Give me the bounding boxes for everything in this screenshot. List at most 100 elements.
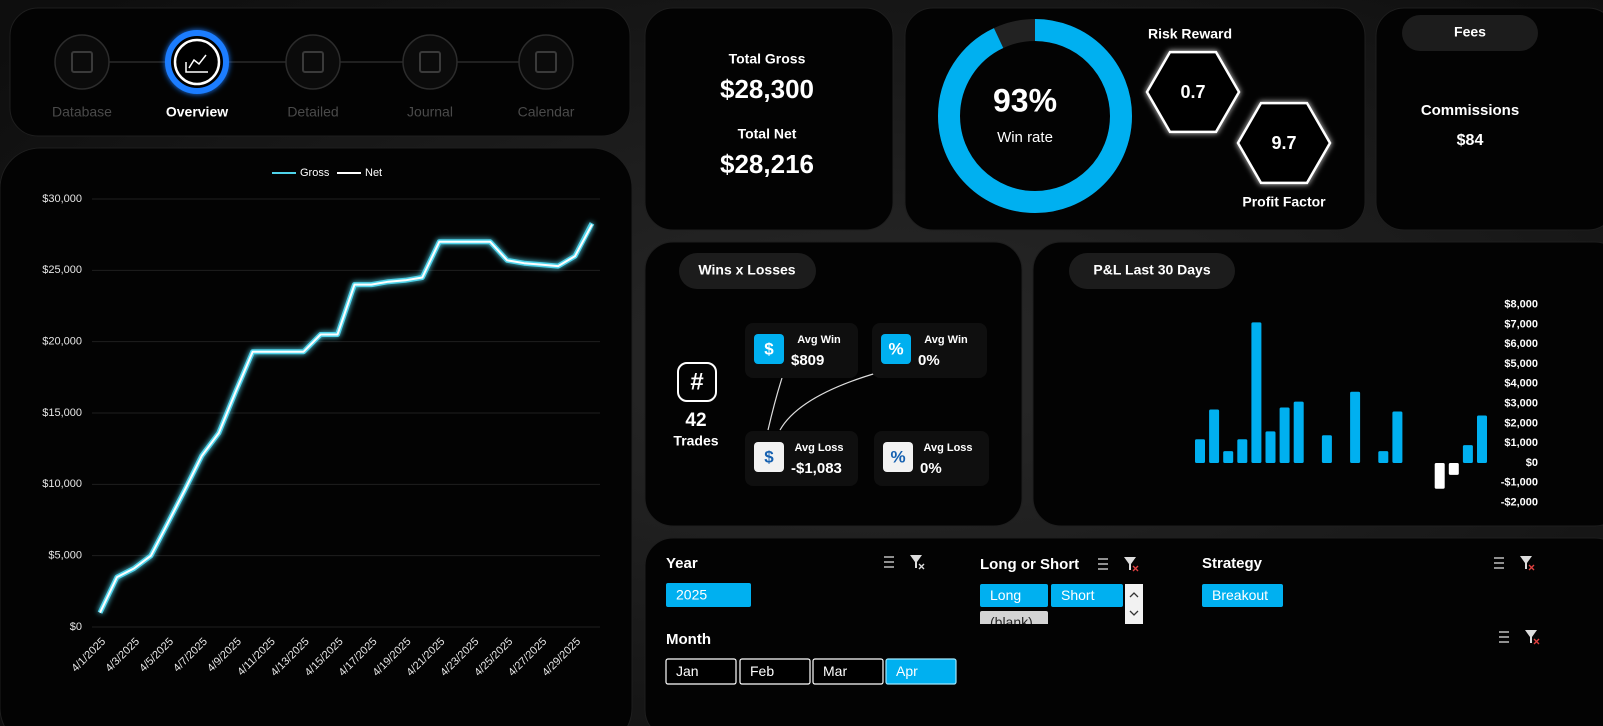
- clear-filter-icon[interactable]: [910, 555, 925, 570]
- pill: [679, 253, 816, 289]
- clear-filter-icon[interactable]: [1520, 556, 1535, 571]
- bar: [1251, 322, 1262, 463]
- slicer-button[interactable]: Feb: [739, 658, 811, 685]
- nav-label: Calendar: [518, 104, 575, 120]
- fees-panel: [1375, 7, 1603, 231]
- slicer-button[interactable]: Long: [980, 584, 1048, 607]
- bar: [1378, 451, 1389, 463]
- nav-label: Database: [52, 104, 112, 120]
- stat-icon-box: [754, 442, 784, 472]
- connector: [767, 377, 783, 431]
- slicer-button-label: Breakout: [1212, 587, 1268, 603]
- pill: [1402, 15, 1538, 51]
- slicer-items: Breakout: [1202, 584, 1283, 607]
- y-tick-label: $7,000: [1504, 318, 1538, 330]
- slicer-items: Jan Feb Mar Apr: [665, 658, 957, 685]
- slicer-button[interactable]: 2025: [666, 583, 751, 607]
- bar: [1448, 463, 1459, 475]
- slicer-button-label: Feb: [750, 663, 774, 679]
- hexagon: [1236, 101, 1332, 185]
- winrate-panel: [904, 7, 1366, 231]
- slicer-button-label: 2025: [676, 587, 707, 603]
- nav-item[interactable]: Detailed: [285, 34, 341, 120]
- y-tick-label: $4,000: [1504, 378, 1538, 390]
- icon-stroke: [1528, 564, 1535, 571]
- scrollbar[interactable]: [1125, 584, 1143, 624]
- slicer-items: Long Short (blank): [980, 584, 1123, 634]
- slicer-button[interactable]: Breakout: [1202, 584, 1283, 607]
- panels: [0, 7, 1603, 726]
- stat-icon-box: [883, 442, 913, 472]
- bar: [1434, 463, 1445, 489]
- slicer-button[interactable]: Jan: [665, 658, 737, 685]
- multi-select-icon[interactable]: [884, 556, 894, 568]
- wins-losses-title: Wins x Losses: [698, 262, 795, 278]
- nav-label: Detailed: [287, 104, 338, 120]
- y-tick-label: $1,000: [1504, 437, 1538, 449]
- y-tick-label: $2,000: [1504, 417, 1538, 429]
- slicer-panel: [644, 537, 1603, 726]
- total-net: $28,216: [720, 149, 814, 179]
- hexagon: [1145, 50, 1241, 134]
- stat-icon: $: [764, 339, 774, 358]
- clear-filter-icon[interactable]: [1124, 557, 1139, 572]
- slicer-button-box: [812, 658, 884, 685]
- slicer-button[interactable]: Short: [1051, 584, 1123, 607]
- commissions-label: Commissions: [1421, 102, 1519, 119]
- bar: [1477, 415, 1487, 463]
- stat-label: Avg Loss: [923, 442, 972, 454]
- y-tick-label: $8,000: [1504, 299, 1538, 311]
- total-net-label: Total Net: [738, 126, 797, 142]
- y-tick-label: $0: [1526, 457, 1538, 469]
- trades-icon: #: [690, 368, 703, 395]
- win-rate-value: 93%: [993, 82, 1057, 118]
- y-tick-label: -$2,000: [1501, 497, 1538, 509]
- slicer-button[interactable]: (blank): [980, 611, 1048, 634]
- legend-label: Gross: [300, 167, 330, 179]
- line-panel: [0, 147, 633, 726]
- stat-icon-box: [881, 334, 911, 364]
- slicer-button[interactable]: Mar: [812, 658, 884, 685]
- slicer-button-label: Jan: [676, 663, 699, 679]
- slicer-button[interactable]: Apr: [885, 658, 957, 685]
- donut-value: [938, 19, 1132, 213]
- clear-filter-icon[interactable]: [1525, 630, 1540, 645]
- y-tick-label: $25,000: [42, 264, 82, 276]
- slicer-button-box: [980, 611, 1048, 624]
- stat-icon: %: [888, 339, 903, 358]
- connector: [779, 371, 881, 431]
- stat-icon: $: [764, 447, 774, 466]
- slicer-button-label: Mar: [823, 663, 847, 679]
- nav-item[interactable]: Journal: [402, 34, 458, 120]
- bar: [1209, 409, 1220, 463]
- bar: [1223, 451, 1234, 463]
- nav-item[interactable]: Overview: [165, 30, 229, 120]
- slicer-button-label: Short: [1061, 587, 1095, 603]
- multi-select-icon[interactable]: [1499, 631, 1509, 643]
- slicer-button-label: Apr: [896, 663, 918, 679]
- chart-title: P&L Last 30 Days: [1093, 262, 1210, 278]
- slicer-button-box: [1051, 584, 1123, 607]
- slicer-title: Month: [666, 631, 711, 648]
- slicer-title: Year: [666, 555, 698, 572]
- nav-icon: [535, 51, 557, 73]
- scroll-arrow: [1129, 592, 1139, 616]
- profit-factor-label: Profit Factor: [1242, 194, 1326, 210]
- stat-value: -$1,083: [791, 460, 842, 477]
- stat-value: $809: [791, 352, 824, 369]
- y-tick-label: $5,000: [48, 550, 82, 562]
- totals-panel: [644, 7, 894, 231]
- y-tick-label: $5,000: [1504, 358, 1538, 370]
- multi-select-icon[interactable]: [1098, 558, 1108, 570]
- nav-item[interactable]: Calendar: [518, 34, 575, 120]
- y-tick-label: $0: [70, 621, 82, 633]
- icon-stroke: [1124, 557, 1136, 570]
- nav-item[interactable]: Database: [52, 34, 112, 120]
- nav-icon-frame: [285, 34, 341, 90]
- slicer-button-label: (blank): [990, 614, 1033, 630]
- trades-label: Trades: [673, 433, 718, 449]
- multi-select-icon[interactable]: [1494, 557, 1504, 569]
- bar: [1195, 439, 1205, 463]
- stat-icon: %: [890, 447, 905, 466]
- stat-value: 0%: [920, 460, 942, 477]
